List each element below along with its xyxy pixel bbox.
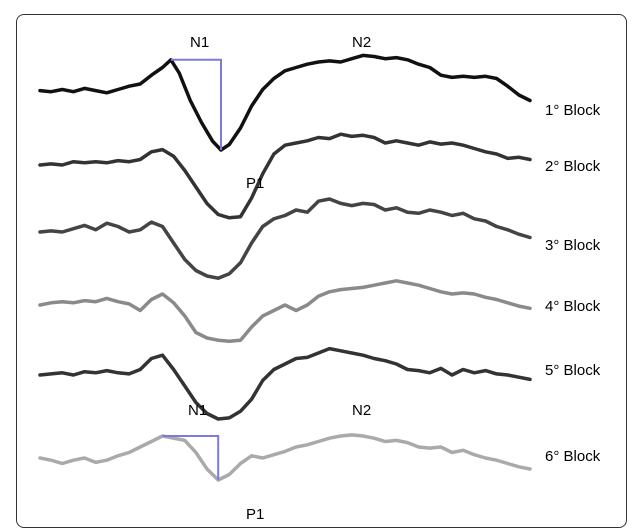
bottom-p1-label: P1 [246, 506, 264, 522]
n1-p1-bracket-bottom [162, 435, 220, 480]
waveform-line-3 [38, 197, 532, 280]
peak-markers [162, 58, 222, 480]
bottom-n1-label: N1 [188, 402, 207, 419]
waveform-line-1 [38, 53, 532, 152]
waveform-line-5 [38, 346, 532, 421]
top-n1-label: N1 [190, 34, 209, 51]
waveform-line-4 [38, 279, 532, 344]
block-label-4: 4° Block [545, 298, 601, 315]
block-label-5: 5° Block [545, 362, 601, 379]
block-label-6: 6° Block [545, 448, 601, 465]
block-label-2: 2° Block [545, 158, 601, 175]
top-n2-label: N2 [352, 34, 371, 51]
waveform-line-2 [38, 132, 532, 220]
waveform-traces [38, 53, 532, 482]
top-p1-label: P1 [246, 175, 264, 192]
block-label-1: 1° Block [545, 102, 601, 119]
bottom-n2-label: N2 [352, 402, 371, 419]
n1-p1-bracket-top [170, 58, 222, 150]
block-label-3: 3° Block [545, 237, 601, 254]
waveform-line-6 [38, 433, 532, 482]
